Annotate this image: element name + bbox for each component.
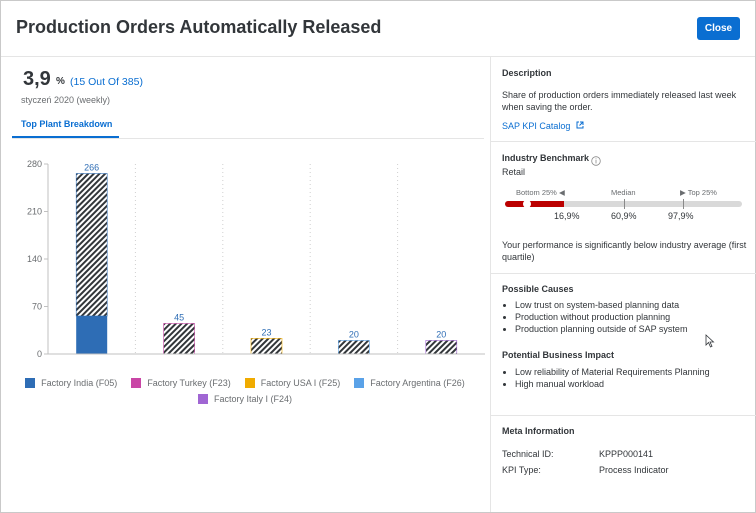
- external-link-icon: [576, 121, 584, 131]
- info-icon[interactable]: [591, 153, 601, 171]
- legend-label: Factory USA I (F25): [260, 378, 341, 388]
- business-impact-title: Potential Business Impact: [502, 350, 615, 360]
- y-tick-label: 140: [27, 254, 42, 264]
- legend-item[interactable]: Factory Argentina (F26): [354, 378, 465, 388]
- benchmark-bottom-label: Bottom 25% ◀: [516, 188, 565, 197]
- kpi-type-label: KPI Type:: [502, 465, 541, 475]
- possible-causes-title: Possible Causes: [502, 284, 574, 294]
- description-title: Description: [502, 68, 552, 78]
- legend-label: Factory Turkey (F23): [147, 378, 231, 388]
- kpi-value: 3,9: [23, 68, 51, 90]
- chart-legend: Factory India (F05) Factory Turkey (F23) F…: [1, 375, 489, 407]
- kpi-period: styczeń 2020 (weekly): [21, 95, 111, 105]
- bar-3-hatched: [250, 338, 283, 355]
- tab-bar-divider: [12, 138, 484, 139]
- benchmark-title: Industry Benchmark: [502, 153, 590, 163]
- legend-item[interactable]: Factory India (F05): [25, 378, 117, 388]
- benchmark-industry: Retail: [502, 167, 526, 177]
- legend-swatch: [131, 378, 142, 388]
- kpi-catalog-link-label: SAP KPI Catalog: [502, 121, 571, 131]
- benchmark-bar: [505, 199, 742, 209]
- benchmark-median-label: Median: [611, 188, 636, 197]
- legend-item[interactable]: Factory USA I (F25): [244, 378, 341, 388]
- y-tick-label: 70: [32, 302, 42, 312]
- cause-item: Low trust on system-based planning data: [515, 299, 747, 311]
- legend-swatch: [354, 378, 365, 388]
- tab-selected-indicator: [12, 136, 119, 138]
- description-section: Description Share of production orders i…: [491, 57, 756, 142]
- mouse-cursor-icon: [705, 334, 715, 353]
- meta-title: Meta Information: [502, 426, 575, 436]
- bar-value-label: 20: [349, 329, 359, 339]
- impact-item: Low reliability of Material Requirements…: [515, 366, 747, 378]
- legend-item[interactable]: Factory Turkey (F23): [131, 378, 231, 388]
- kpi-count: (15 Out Of 385): [70, 76, 143, 88]
- bar-value-label: 23: [261, 327, 271, 337]
- technical-id-value: KPPP000141: [599, 449, 654, 459]
- cause-item: Production without production planning: [515, 311, 747, 323]
- benchmark-top-label: ▶ Top 25%: [680, 188, 717, 197]
- y-tick-label: 210: [27, 207, 42, 217]
- performance-marker: [523, 200, 532, 208]
- dialog-header: Production Orders Automatically Released…: [1, 1, 755, 57]
- benchmark-bar-fill: [505, 201, 565, 207]
- legend-swatch: [197, 394, 208, 404]
- legend-item[interactable]: Factory Italy I (F24): [197, 394, 293, 404]
- top-quartile-tick: [682, 199, 684, 209]
- legend-swatch: [244, 378, 255, 388]
- benchmark-top-value: 97,9%: [668, 211, 694, 221]
- median-tick: [623, 199, 625, 209]
- legend-label: Factory Argentina (F26): [370, 378, 465, 388]
- legend-label: Factory Italy I (F24): [213, 394, 293, 404]
- bar-5-hatched: [425, 340, 458, 355]
- kpi-catalog-link[interactable]: SAP KPI Catalog: [502, 121, 584, 131]
- legend-swatch: [25, 378, 36, 388]
- causes-impact-section: Possible Causes Low trust on system-base…: [491, 274, 756, 416]
- benchmark-bottom-value: 16,9%: [554, 211, 580, 221]
- benchmark-median-value: 60,9%: [611, 211, 637, 221]
- meta-information-section: Meta Information Technical ID: KPPP00014…: [491, 416, 756, 512]
- technical-id-label: Technical ID:: [502, 449, 554, 459]
- y-tick-label: 0: [37, 349, 42, 359]
- bar-chart: 266 45 23 20 20 0 70 140 210 280: [27, 159, 485, 359]
- bar-2-hatched: [163, 323, 195, 355]
- tab-top-plant-breakdown[interactable]: Top Plant Breakdown: [21, 119, 113, 129]
- kpi-unit: %: [56, 76, 65, 87]
- impact-item: High manual workload: [515, 378, 747, 390]
- industry-benchmark-section: Industry Benchmark Retail Bottom 25% ◀ M…: [491, 142, 756, 274]
- description-text: Share of production orders immediately r…: [502, 90, 737, 112]
- dialog-title: Production Orders Automatically Released: [16, 17, 382, 37]
- possible-causes-list: Low trust on system-based planning data …: [502, 299, 747, 335]
- business-impact-list: Low reliability of Material Requirements…: [502, 366, 747, 390]
- bar-1-hatched: [75, 173, 108, 317]
- legend-label: Factory India (F05): [41, 378, 118, 388]
- cause-item: Production planning outside of SAP syste…: [515, 323, 747, 335]
- kpi-side-panel: Description Share of production orders i…: [490, 57, 756, 512]
- bar-value-label: 20: [436, 329, 446, 339]
- kpi-type-value: Process Indicator: [599, 465, 669, 475]
- kpi-panel: 3,9 % (15 Out Of 385) styczeń 2020 (week…: [1, 57, 489, 512]
- bar-value-label: 266: [84, 163, 99, 173]
- bar-1-solid: [76, 316, 108, 354]
- benchmark-summary: Your performance is significantly below …: [502, 240, 747, 262]
- close-button[interactable]: Close: [697, 17, 740, 40]
- bar-value-label: 45: [174, 312, 184, 322]
- y-tick-label: 280: [27, 159, 42, 169]
- bar-4-hatched: [338, 340, 370, 355]
